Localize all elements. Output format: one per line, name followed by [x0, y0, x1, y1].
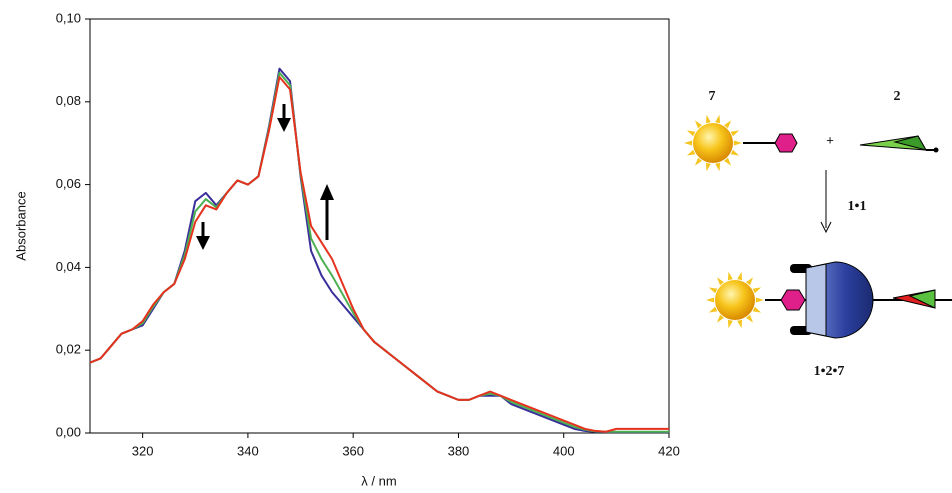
sun-ray [694, 157, 702, 166]
sun [693, 123, 733, 163]
annotation: 1•2•7 [814, 364, 845, 379]
sun-ray [727, 319, 733, 329]
sun-ray [727, 271, 733, 281]
arrows [196, 104, 334, 250]
sun-ray [730, 149, 740, 156]
sun-ray [694, 120, 702, 129]
sun-ray [708, 287, 718, 294]
sun-ray [730, 130, 740, 137]
x-axis-label: λ / nm [361, 473, 396, 488]
y-axis-label: Absorbance [13, 191, 28, 260]
sun-ray [705, 162, 711, 172]
sun-ray [752, 306, 762, 313]
sun-ray [716, 314, 724, 323]
annotation: 7 [709, 89, 716, 104]
sun-ray [705, 114, 711, 124]
annotation: + [826, 132, 834, 147]
sun [715, 280, 755, 320]
sun-ray [752, 287, 762, 294]
sun-ray [715, 162, 721, 172]
sun-ray [684, 140, 693, 146]
y-tick-label: 0,04 [56, 259, 81, 274]
x-tick-label: 400 [553, 443, 575, 458]
x-tick-label: 320 [132, 443, 154, 458]
x-tick-label: 340 [237, 443, 259, 458]
sun-ray [716, 277, 724, 286]
sun-ray [724, 157, 732, 166]
sun-ray [733, 140, 742, 146]
y-tick-label: 0,00 [56, 424, 81, 439]
annotation: 1•1 [848, 199, 867, 214]
sun-ray [686, 130, 696, 137]
annotation: 2 [894, 89, 901, 104]
sun-ray [708, 306, 718, 313]
spectrum-line [89, 75, 669, 433]
sun-ray [746, 277, 754, 286]
y-tick-label: 0,10 [56, 10, 81, 25]
y-tick-label: 0,02 [56, 342, 81, 357]
x-tick-label: 420 [658, 443, 680, 458]
sun-ray [755, 297, 764, 303]
y-tick-label: 0,06 [56, 176, 81, 191]
x-tick-label: 380 [448, 443, 470, 458]
plot-frame [89, 18, 670, 434]
x-tick-label: 360 [342, 443, 364, 458]
sun-ray [737, 271, 743, 281]
diagram: 7 2 +1•1 1•2•7 [684, 89, 952, 379]
sun-ray [706, 297, 715, 303]
spectrum-line [89, 67, 669, 434]
sun-ray [724, 120, 732, 129]
y-tick-label: 0,08 [56, 93, 81, 108]
sun-ray [737, 319, 743, 329]
spectrum-line [89, 71, 669, 433]
sun-ray [686, 149, 696, 156]
sun-ray [715, 114, 721, 124]
sun-ray [746, 314, 754, 323]
